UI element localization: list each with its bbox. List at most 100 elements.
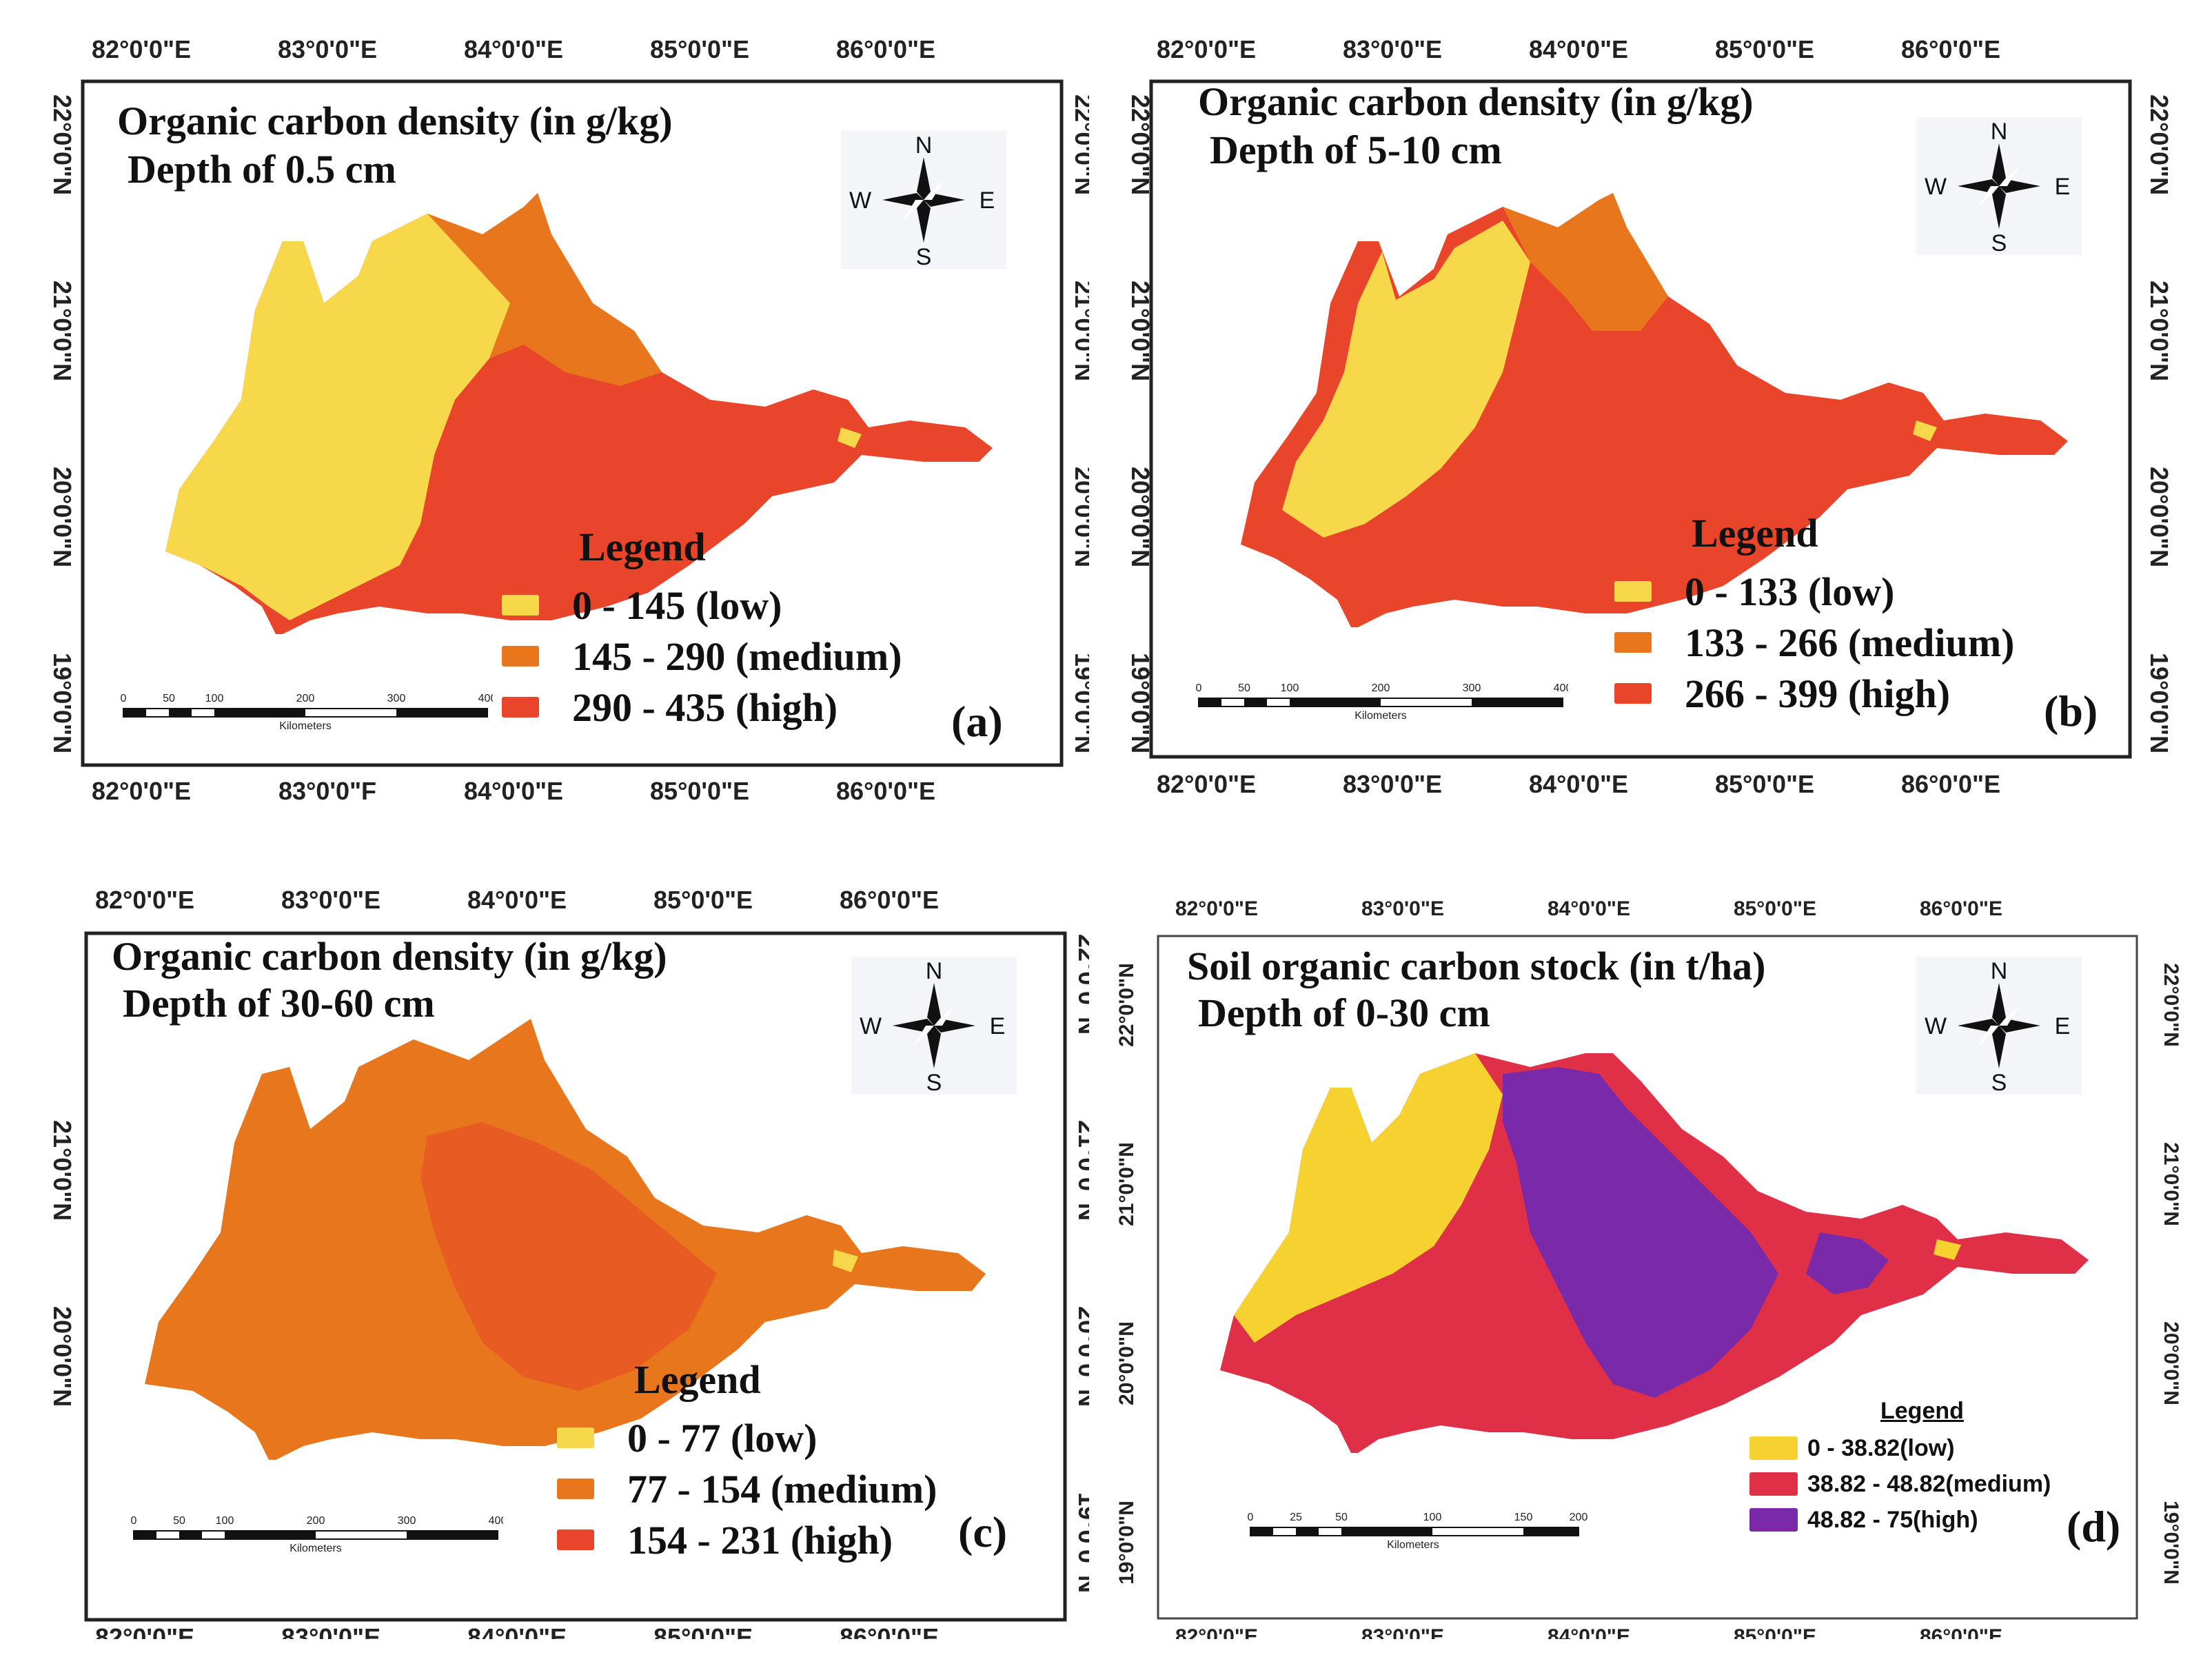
scale-bar: 0 50 100 200 300 400 Kilometers: [1196, 682, 1568, 722]
legend-swatch: [502, 595, 539, 616]
scale-label: 0: [1248, 1512, 1254, 1523]
lon-tick-top: 85°0'0"E: [650, 35, 749, 63]
lat-tick-right: 21°0'0"N: [1070, 281, 1089, 381]
map-title: Organic carbon density (in g/kg): [117, 99, 673, 143]
map-frame-a: 82°0'0"E 83°0'0"E 84°0'0"E 85°0'0"E 86°0…: [48, 35, 1089, 805]
map-frame-b: 82°0'0"E 83°0'0"E 84°0'0"E 85°0'0"E 86°0…: [1126, 35, 2173, 798]
lat-tick-right: 20°0'0"N: [1073, 1306, 1089, 1407]
lon-tick-top: 86°0'0"E: [1901, 35, 2000, 63]
lat-tick-left: 20°0'0"N: [1117, 1321, 1138, 1405]
scale-unit: Kilometers: [290, 1543, 342, 1554]
compass-s: S: [916, 244, 932, 269]
lat-tick-left: 20°0'0"N: [1126, 467, 1155, 567]
lat-tick-right: 22°0'0"N: [1070, 94, 1089, 195]
scale-label: 400: [489, 1515, 503, 1527]
compass-w: W: [849, 187, 871, 214]
lon-tick-bottom: 83°0'0"F: [278, 777, 376, 805]
legend-swatch: [557, 1478, 594, 1499]
lat-tick-left: 19°0'0"N: [48, 653, 77, 753]
legend-swatch: [557, 1427, 594, 1448]
scale-label: 200: [1372, 682, 1390, 694]
north-arrow-icon: N S W E: [851, 957, 1017, 1095]
scale-label: 100: [1281, 682, 1299, 694]
scale-bar: 0 50 100 200 300 400 Kilometers: [131, 1515, 503, 1554]
map-panel-a: 82°0'0"E 83°0'0"E 84°0'0"E 85°0'0"E 86°0…: [14, 14, 1089, 806]
legend-label: 145 - 290 (medium): [572, 633, 902, 679]
legend-label: 77 - 154 (medium): [627, 1466, 937, 1512]
lon-tick-bottom: 85°0'0"E: [653, 1623, 753, 1639]
legend-item: 38.82 - 48.82(medium): [1749, 1466, 2051, 1502]
compass-e: E: [2055, 1013, 2071, 1039]
lon-tick-top: 86°0'0"E: [840, 886, 939, 914]
lat-tick-right: 19°0'0"N: [2160, 1501, 2182, 1585]
region-low: [1934, 1239, 1961, 1260]
compass-w: W: [1925, 1013, 1947, 1039]
lon-tick-bottom: 83°0'0"E: [281, 1623, 380, 1639]
lon-tick-bottom: 82°0'0"E: [95, 1623, 194, 1639]
north-arrow-icon: N S W E: [841, 131, 1006, 269]
map-panel-b: 82°0'0"E 83°0'0"E 84°0'0"E 85°0'0"E 86°0…: [1117, 14, 2192, 806]
scale-label: 150: [1514, 1512, 1533, 1523]
legend-item: 77 - 154 (medium): [557, 1463, 937, 1514]
legend-label: 0 - 145 (low): [572, 582, 782, 628]
basin-map-d: [1220, 1053, 2089, 1453]
legend-label: 0 - 38.82(low): [1807, 1434, 1955, 1461]
map-subtitle: Depth of 0-30 cm: [1198, 990, 1490, 1035]
lon-tick-bottom: 85°0'0"E: [1715, 770, 1814, 798]
legend: Legend 0 - 133 (low) 133 - 266 (medium) …: [1614, 510, 2014, 719]
compass-e: E: [990, 1013, 1006, 1039]
lon-tick-top: 84°0'0"E: [1548, 897, 1630, 920]
lon-tick-top: 84°0'0"E: [467, 886, 567, 914]
scale-label: 100: [216, 1515, 234, 1527]
map-frame-c: 82°0'0"E 83°0'0"E 84°0'0"E 85°0'0"E 86°0…: [48, 886, 1089, 1639]
legend-item: 154 - 231 (high): [557, 1514, 937, 1565]
map-title: Soil organic carbon stock (in t/ha): [1187, 944, 1766, 988]
lon-tick-bottom: 85°0'0"E: [1734, 1625, 1816, 1639]
compass-n: N: [926, 958, 943, 984]
scale-label: 50: [1238, 682, 1250, 694]
lat-tick-left: 21°0'0"N: [48, 281, 77, 381]
scale-label: 100: [1423, 1512, 1442, 1523]
region-low: [1234, 1053, 1503, 1343]
lat-tick-right: 22°0'0"N: [1073, 934, 1089, 1035]
lon-tick-top: 85°0'0"E: [1715, 35, 1814, 63]
legend-item: 0 - 145 (low): [502, 580, 902, 631]
scale-bar: 0 50 100 200 300 400 Kilometers: [121, 693, 493, 732]
legend-swatch: [502, 697, 539, 718]
lon-tick-top: 83°0'0"E: [1343, 35, 1442, 63]
lat-tick-right: 20°0'0"N: [2145, 467, 2173, 567]
legend-item: 48.82 - 75(high): [1749, 1502, 2051, 1538]
compass-e: E: [980, 187, 995, 214]
region-high: [1806, 1232, 1889, 1294]
lat-tick-left: 20°0'0"N: [48, 467, 77, 567]
lon-tick-top: 82°0'0"E: [1157, 35, 1256, 63]
lon-tick-top: 85°0'0"E: [1734, 897, 1816, 920]
region-low: [1282, 221, 1530, 538]
map-frame-d: 82°0'0"E 83°0'0"E 84°0'0"E 85°0'0"E 86°0…: [1117, 897, 2182, 1639]
lon-tick-bottom: 86°0'0"E: [836, 777, 935, 805]
legend-label: 48.82 - 75(high): [1807, 1506, 1978, 1533]
map-subtitle: Depth of 0.5 cm: [128, 147, 396, 192]
legend-label: 38.82 - 48.82(medium): [1807, 1470, 2051, 1497]
lat-tick-left: 22°0'0"N: [1126, 94, 1155, 195]
lat-tick-right: 21°0'0"N: [2160, 1142, 2182, 1226]
region-high: [420, 1122, 717, 1391]
scale-label: 200: [307, 1515, 325, 1527]
lat-tick-right: 20°0'0"N: [1070, 467, 1089, 567]
legend-swatch: [1749, 1508, 1798, 1532]
legend-label: 0 - 77 (low): [627, 1415, 818, 1461]
region-low: [165, 214, 510, 620]
legend-swatch: [1749, 1472, 1798, 1496]
lon-tick-top: 82°0'0"E: [92, 35, 191, 63]
lat-tick-left: 22°0'0"N: [1117, 963, 1138, 1047]
compass-w: W: [860, 1013, 882, 1039]
lon-tick-bottom: 82°0'0"E: [1175, 1625, 1258, 1639]
legend-title: Legend: [579, 525, 706, 569]
lat-tick-right: 22°0'0"N: [2145, 94, 2173, 195]
scale-label: 300: [1463, 682, 1481, 694]
legend-swatch: [502, 646, 539, 667]
lon-tick-top: 84°0'0"E: [464, 35, 563, 63]
legend-swatch: [1614, 683, 1652, 704]
lat-tick-right: 19°0'0"N: [1073, 1492, 1089, 1593]
map-panel-c: 82°0'0"E 83°0'0"E 84°0'0"E 85°0'0"E 86°0…: [14, 846, 1089, 1639]
